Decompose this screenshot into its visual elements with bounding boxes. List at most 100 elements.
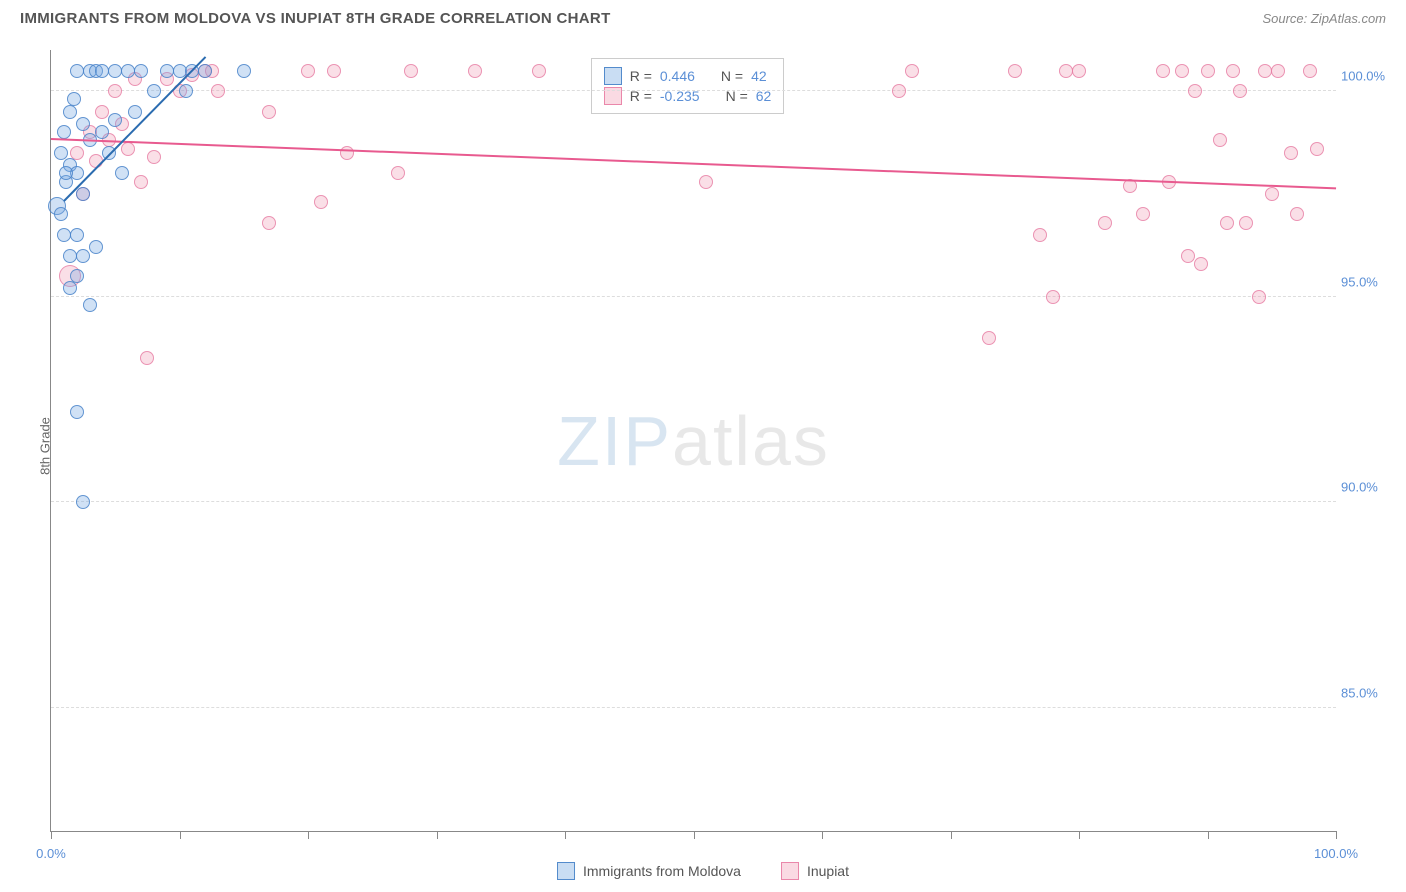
data-point — [147, 84, 161, 98]
data-point — [1008, 64, 1022, 78]
data-point — [1226, 64, 1240, 78]
data-point — [134, 175, 148, 189]
data-point — [1194, 257, 1208, 271]
data-point — [327, 64, 341, 78]
data-point — [1310, 142, 1324, 156]
data-point — [1284, 146, 1298, 160]
data-point — [134, 64, 148, 78]
r-label: R = — [630, 68, 652, 84]
data-point — [95, 125, 109, 139]
x-tick — [437, 831, 438, 839]
data-point — [1181, 249, 1195, 263]
data-point — [108, 113, 122, 127]
data-point — [1252, 290, 1266, 304]
x-tick — [51, 831, 52, 839]
data-point — [128, 105, 142, 119]
watermark-atlas: atlas — [672, 402, 830, 480]
x-tick — [565, 831, 566, 839]
data-point — [63, 281, 77, 295]
y-tick-label: 95.0% — [1341, 274, 1396, 289]
data-point — [76, 187, 90, 201]
data-point — [982, 331, 996, 345]
legend-label-moldova: Immigrants from Moldova — [583, 863, 741, 879]
watermark-zip: ZIP — [557, 402, 672, 480]
data-point — [57, 125, 71, 139]
data-point — [262, 216, 276, 230]
chart-title: IMMIGRANTS FROM MOLDOVA VS INUPIAT 8TH G… — [20, 10, 611, 27]
y-tick-label: 85.0% — [1341, 685, 1396, 700]
source-attribution: Source: ZipAtlas.com — [1262, 11, 1386, 26]
legend-label-inupiat: Inupiat — [807, 863, 849, 879]
data-point — [54, 207, 68, 221]
trend-line — [51, 138, 1336, 189]
data-point — [1072, 64, 1086, 78]
data-point — [115, 166, 129, 180]
series-legend: Immigrants from Moldova Inupiat — [557, 862, 849, 880]
x-tick — [180, 831, 181, 839]
x-tick — [951, 831, 952, 839]
n-label: N = — [721, 68, 743, 84]
data-point — [89, 240, 103, 254]
data-point — [340, 146, 354, 160]
data-point — [70, 228, 84, 242]
r-value-blue: 0.446 — [660, 68, 695, 84]
data-point — [699, 175, 713, 189]
data-point — [1213, 133, 1227, 147]
data-point — [1188, 84, 1202, 98]
data-point — [905, 64, 919, 78]
data-point — [147, 150, 161, 164]
data-point — [1290, 207, 1304, 221]
watermark: ZIPatlas — [557, 401, 830, 481]
data-point — [1233, 84, 1247, 98]
data-point — [76, 117, 90, 131]
data-point — [95, 105, 109, 119]
swatch-pink-icon — [781, 862, 799, 880]
x-tick — [308, 831, 309, 839]
data-point — [468, 64, 482, 78]
x-tick — [1336, 831, 1337, 839]
data-point — [121, 142, 135, 156]
x-tick — [1208, 831, 1209, 839]
y-tick-label: 100.0% — [1341, 69, 1396, 84]
data-point — [1201, 64, 1215, 78]
gridline — [51, 501, 1336, 502]
data-point — [1046, 290, 1060, 304]
gridline — [51, 296, 1336, 297]
legend-item-moldova: Immigrants from Moldova — [557, 862, 741, 880]
data-point — [67, 92, 81, 106]
gridline — [51, 707, 1336, 708]
data-point — [391, 166, 405, 180]
data-point — [1156, 64, 1170, 78]
data-point — [83, 298, 97, 312]
n-value-blue: 42 — [751, 68, 767, 84]
x-tick-label: 100.0% — [1314, 846, 1358, 861]
data-point — [179, 84, 193, 98]
data-point — [1271, 64, 1285, 78]
scatter-chart: ZIPatlas R = 0.446 N = 42 R = -0.235 N =… — [50, 50, 1336, 832]
data-point — [140, 351, 154, 365]
legend-item-inupiat: Inupiat — [781, 862, 849, 880]
data-point — [59, 166, 73, 180]
data-point — [76, 495, 90, 509]
data-point — [1265, 187, 1279, 201]
data-point — [314, 195, 328, 209]
data-point — [1175, 64, 1189, 78]
y-tick-label: 90.0% — [1341, 480, 1396, 495]
data-point — [301, 64, 315, 78]
data-point — [1220, 216, 1234, 230]
x-tick — [822, 831, 823, 839]
x-tick — [1079, 831, 1080, 839]
data-point — [63, 105, 77, 119]
data-point — [211, 84, 225, 98]
data-point — [1239, 216, 1253, 230]
data-point — [1033, 228, 1047, 242]
data-point — [70, 405, 84, 419]
data-point — [1303, 64, 1317, 78]
data-point — [108, 84, 122, 98]
data-point — [198, 64, 212, 78]
data-point — [76, 249, 90, 263]
correlation-legend: R = 0.446 N = 42 R = -0.235 N = 62 — [591, 58, 785, 114]
data-point — [237, 64, 251, 78]
legend-row-blue: R = 0.446 N = 42 — [604, 67, 772, 85]
data-point — [262, 105, 276, 119]
